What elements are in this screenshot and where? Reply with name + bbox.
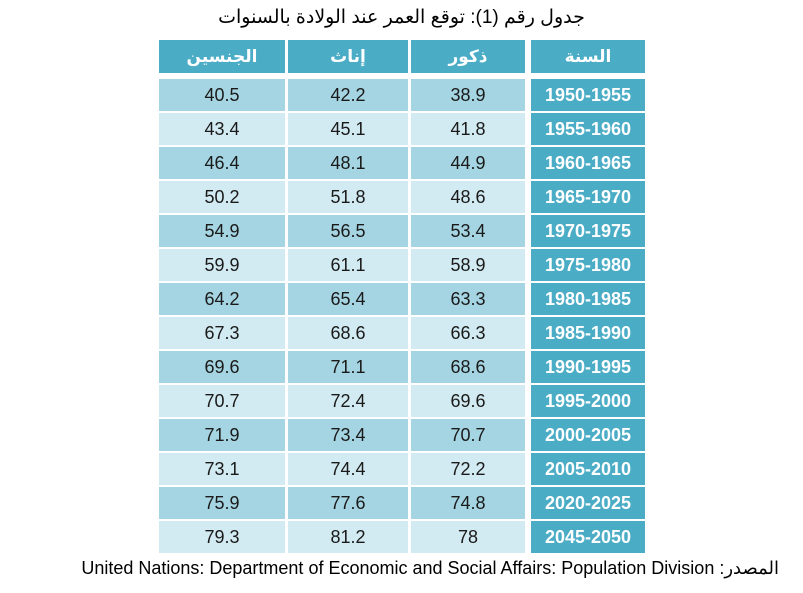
header-male: ذكور: [411, 40, 525, 73]
cell-both-sexes: 71.9: [159, 419, 285, 451]
cell-both-sexes: 59.9: [159, 249, 285, 281]
cell-both-sexes: 67.3: [159, 317, 285, 349]
cell-year: 1950-1955: [531, 79, 645, 111]
cell-female: 68.6: [288, 317, 408, 349]
cell-both-sexes: 64.2: [159, 283, 285, 315]
cell-both-sexes: 75.9: [159, 487, 285, 519]
cell-male: 44.9: [411, 147, 525, 179]
cell-male: 48.6: [411, 181, 525, 213]
cell-male: 70.7: [411, 419, 525, 451]
cell-male: 63.3: [411, 283, 525, 315]
cell-year: 2000-2005: [531, 419, 645, 451]
table-row: 64.2 65.4 63.3 1980-1985: [159, 283, 645, 315]
cell-both-sexes: 70.7: [159, 385, 285, 417]
table-row: 43.4 45.1 41.8 1955-1960: [159, 113, 645, 145]
table-row: 50.2 51.8 48.6 1965-1970: [159, 181, 645, 213]
table-row: 67.3 68.6 66.3 1985-1990: [159, 317, 645, 349]
cell-female: 73.4: [288, 419, 408, 451]
cell-year: 1980-1985: [531, 283, 645, 315]
cell-male: 78: [411, 521, 525, 553]
table-row: 40.5 42.2 38.9 1950-1955: [159, 79, 645, 111]
cell-female: 74.4: [288, 453, 408, 485]
source-note: United Nations: Department of Economic a…: [81, 558, 779, 579]
cell-male: 66.3: [411, 317, 525, 349]
cell-both-sexes: 40.5: [159, 79, 285, 111]
header-female: إناث: [288, 40, 408, 73]
table-row: 75.9 77.6 74.8 2020-2025: [159, 487, 645, 519]
table-header-row: الجنسين إناث ذكور السنة: [159, 40, 645, 73]
cell-female: 51.8: [288, 181, 408, 213]
cell-year: 2005-2010: [531, 453, 645, 485]
cell-both-sexes: 46.4: [159, 147, 285, 179]
header-both-sexes: الجنسين: [159, 40, 285, 73]
cell-female: 81.2: [288, 521, 408, 553]
cell-year: 1955-1960: [531, 113, 645, 145]
cell-male: 41.8: [411, 113, 525, 145]
cell-female: 77.6: [288, 487, 408, 519]
cell-year: 1985-1990: [531, 317, 645, 349]
cell-female: 71.1: [288, 351, 408, 383]
source-label: المصدر:: [719, 558, 779, 578]
cell-year: 1970-1975: [531, 215, 645, 247]
cell-year: 1965-1970: [531, 181, 645, 213]
cell-female: 56.5: [288, 215, 408, 247]
cell-year: 2045-2050: [531, 521, 645, 553]
cell-male: 69.6: [411, 385, 525, 417]
cell-both-sexes: 54.9: [159, 215, 285, 247]
cell-both-sexes: 50.2: [159, 181, 285, 213]
cell-male: 38.9: [411, 79, 525, 111]
table-row: 54.9 56.5 53.4 1970-1975: [159, 215, 645, 247]
cell-both-sexes: 69.6: [159, 351, 285, 383]
cell-female: 72.4: [288, 385, 408, 417]
cell-year: 1975-1980: [531, 249, 645, 281]
table-row: 71.9 73.4 70.7 2000-2005: [159, 419, 645, 451]
cell-year: 1960-1965: [531, 147, 645, 179]
cell-male: 53.4: [411, 215, 525, 247]
cell-female: 65.4: [288, 283, 408, 315]
cell-year: 1990-1995: [531, 351, 645, 383]
table-row: 59.9 61.1 58.9 1975-1980: [159, 249, 645, 281]
cell-female: 61.1: [288, 249, 408, 281]
table-row: 73.1 74.4 72.2 2005-2010: [159, 453, 645, 485]
cell-female: 42.2: [288, 79, 408, 111]
table-title: جدول رقم (1): توقع العمر عند الولادة بال…: [218, 7, 585, 28]
cell-female: 48.1: [288, 147, 408, 179]
cell-both-sexes: 79.3: [159, 521, 285, 553]
table-row: 79.3 81.2 78 2045-2050: [159, 521, 645, 553]
cell-male: 74.8: [411, 487, 525, 519]
cell-both-sexes: 43.4: [159, 113, 285, 145]
cell-male: 68.6: [411, 351, 525, 383]
table-row: 70.7 72.4 69.6 1995-2000: [159, 385, 645, 417]
source-text: United Nations: Department of Economic a…: [81, 558, 715, 578]
header-year: السنة: [531, 40, 645, 73]
cell-female: 45.1: [288, 113, 408, 145]
cell-year: 2020-2025: [531, 487, 645, 519]
cell-both-sexes: 73.1: [159, 453, 285, 485]
cell-male: 72.2: [411, 453, 525, 485]
cell-male: 58.9: [411, 249, 525, 281]
table-row: 46.4 48.1 44.9 1960-1965: [159, 147, 645, 179]
table-row: 69.6 71.1 68.6 1990-1995: [159, 351, 645, 383]
cell-year: 1995-2000: [531, 385, 645, 417]
